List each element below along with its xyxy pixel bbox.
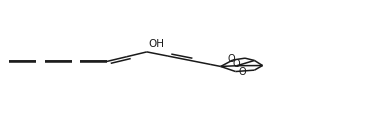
Text: O: O: [238, 67, 246, 77]
Text: O: O: [232, 59, 240, 69]
Text: OH: OH: [148, 39, 165, 49]
Text: O: O: [227, 54, 235, 64]
